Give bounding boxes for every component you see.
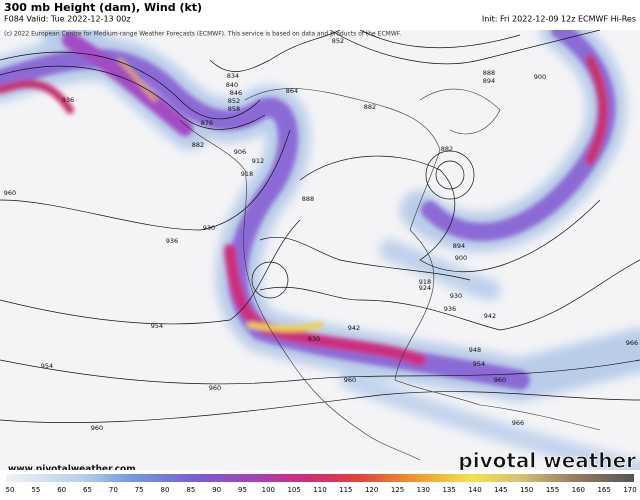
colorbar-tick-label: 125 (391, 486, 404, 494)
valid-time: F084 Valid: Tue 2022-12-13 00z (4, 15, 131, 24)
contour-label: 906 (234, 148, 246, 156)
colorbar-tick-label: 145 (494, 486, 507, 494)
colorbar (6, 474, 634, 482)
contour-label: 852 (332, 37, 344, 45)
height-contours (0, 30, 640, 424)
contour-label: 852 (228, 97, 240, 105)
colorbar-tick-label: 55 (31, 486, 40, 494)
contour-label: 888 (302, 195, 314, 203)
colorbar-tick-label: 60 (57, 486, 66, 494)
contour-label: 864 (286, 87, 298, 95)
url: www.pivotalweather.com (8, 465, 136, 475)
contour-label: 882 (364, 103, 376, 111)
contour-label: 954 (41, 362, 53, 370)
colorbar-tick-label: 170 (623, 486, 636, 494)
map-area: (c) 2022 European Centre for Medium-rang… (0, 30, 640, 475)
colorbar-tick-label: 110 (313, 486, 326, 494)
contour-label: 930 (450, 292, 462, 300)
colorbar-tick-label: 165 (597, 486, 610, 494)
colorbar-tick-label: 140 (468, 486, 481, 494)
contour-label: 888 (483, 69, 495, 77)
contour-label: 942 (484, 312, 496, 320)
contour-label: 900 (455, 254, 467, 262)
title: 300 mb Height (dam), Wind (kt) (4, 1, 202, 14)
colorbar-tick-label: 50 (6, 486, 15, 494)
colorbar-tick-label: 75 (135, 486, 144, 494)
contour-label: 924 (419, 284, 431, 292)
colorbar-tick-label: 80 (161, 486, 170, 494)
contour-label: 894 (483, 77, 495, 85)
contour-label: 912 (252, 157, 264, 165)
contour-label: 960 (209, 384, 221, 392)
colorbar-tick-label: 150 (520, 486, 533, 494)
contour-label: 876 (201, 119, 213, 127)
colorbar-tick-label: 160 (572, 486, 585, 494)
brand: pivotal weather (458, 449, 636, 473)
contour-label: 834 (227, 72, 239, 80)
colorbar-tick-label: 95 (238, 486, 247, 494)
contour-label: 882 (192, 141, 204, 149)
contour-label: 936 (444, 305, 456, 313)
contour-label: 948 (469, 346, 481, 354)
contour-label: 840 (226, 81, 238, 89)
copyright: (c) 2022 European Centre for Medium-rang… (4, 31, 401, 38)
contour-label: 882 (441, 145, 453, 153)
colorbar-tick-label: 155 (546, 486, 559, 494)
contour-label: 900 (534, 73, 546, 81)
contour-label: 960 (344, 376, 356, 384)
colorbar-tick-label: 65 (83, 486, 92, 494)
colorbar-ticks: 50 55 60 65 70 75 80 85 90 95 100 105 110 115 120 125 13… (6, 486, 637, 494)
contour-label: 918 (241, 170, 253, 178)
contour-label: 936 (62, 96, 74, 104)
contour-label: 960 (91, 424, 103, 432)
colorbar-tick-label: 115 (339, 486, 352, 494)
contour-label: 936 (166, 237, 178, 245)
contour-label: 930 (203, 224, 215, 232)
contour-label: 942 (348, 324, 360, 332)
coastlines (179, 88, 601, 461)
contour-label: 954 (473, 360, 485, 368)
contour-label: 966 (512, 419, 524, 427)
contour-labels: 9369609309369549549609608348408468528588… (4, 37, 638, 432)
contour-label: 846 (230, 89, 242, 97)
colorbar-tick-label: 120 (365, 486, 378, 494)
colorbar-tick-label: 100 (262, 486, 275, 494)
colorbar-tick-label: 85 (186, 486, 195, 494)
init-time: Init: Fri 2022-12-09 12z ECMWF Hi-Res (482, 15, 636, 24)
contour-label: 960 (4, 189, 16, 197)
contour-label: 894 (453, 242, 465, 250)
contour-label: 960 (494, 376, 506, 384)
colorbar-tick-label: 90 (212, 486, 221, 494)
colorbar-tick-label: 135 (442, 486, 455, 494)
colorbar-tick-label: 130 (417, 486, 430, 494)
contour-label: 858 (228, 105, 240, 113)
map-bg (0, 30, 640, 470)
colorbar-tick-label: 70 (109, 486, 118, 494)
header-bg (0, 0, 640, 30)
colorbar-tick-label: 105 (287, 486, 300, 494)
contour-label: 954 (151, 322, 163, 330)
contour-label: 918 (419, 278, 431, 286)
contour-label: 930 (308, 335, 320, 343)
contour-label: 966 (626, 339, 638, 347)
